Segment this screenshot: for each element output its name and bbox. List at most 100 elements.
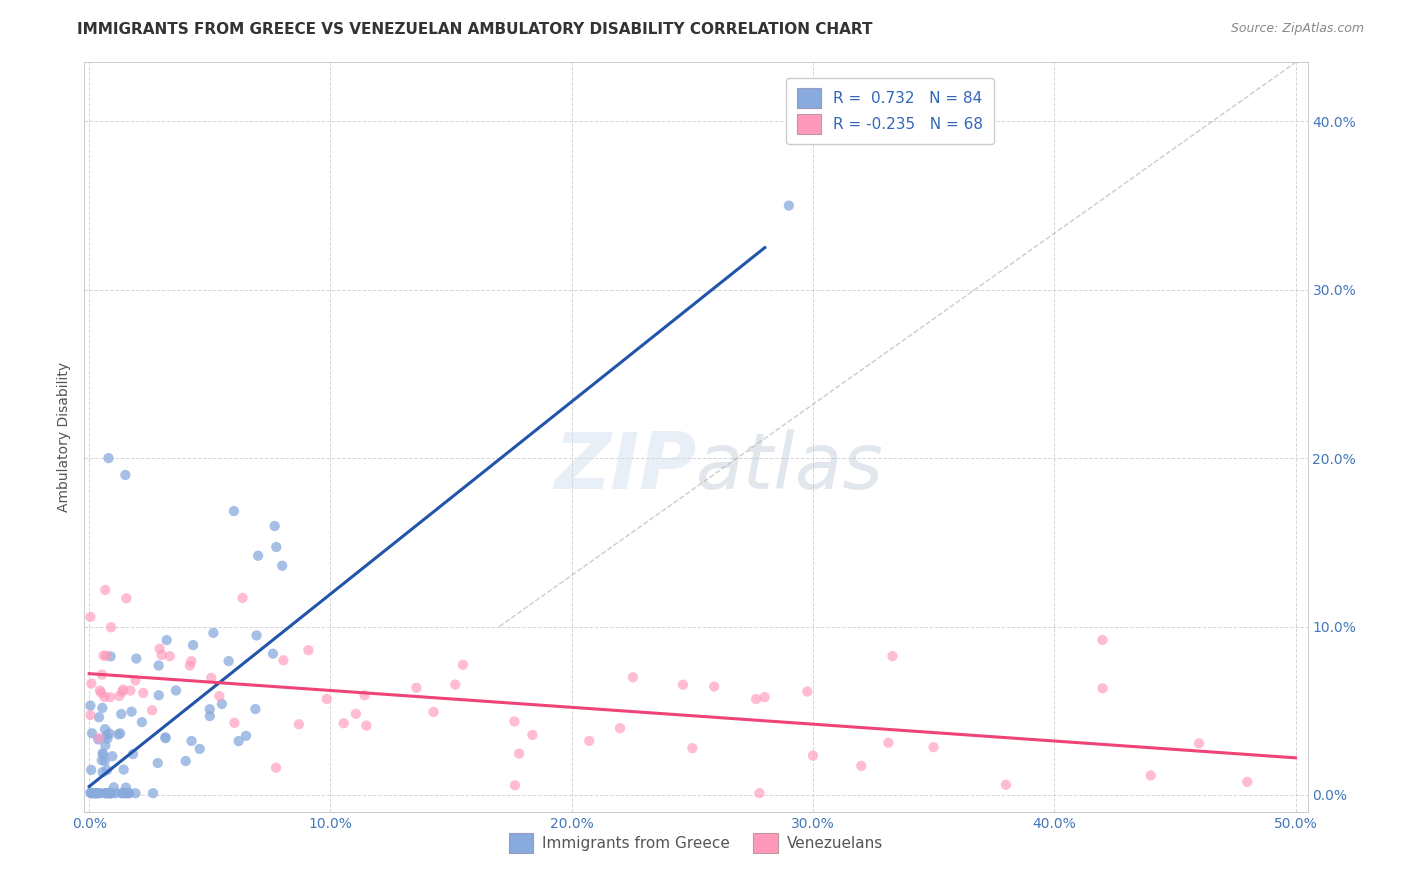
Point [165,683,187,698]
Point [156,633,179,648]
Point [90,753,112,767]
Point [131,715,153,730]
Point [200,671,222,685]
Point [111,786,134,800]
Point [801,748,824,763]
Point [208,689,231,703]
Point [80,763,103,777]
Point [79,785,101,799]
Point [110,706,132,721]
Point [104,786,127,800]
Point [86,786,108,800]
Point [995,778,1018,792]
Point [672,678,695,692]
Point [89,786,111,800]
Point [198,702,221,716]
Point [100,649,122,664]
Point [100,620,122,634]
Point [115,786,138,800]
Point [108,726,131,740]
Point [264,761,287,775]
Point [271,558,294,573]
Point [235,729,257,743]
Point [89,683,111,698]
Point [1236,775,1258,789]
Point [1188,736,1211,750]
Point [84,786,107,800]
Point [148,658,170,673]
Point [288,717,311,731]
Point [97,451,120,466]
Point [98,786,121,800]
Point [117,786,139,800]
Point [120,683,142,698]
Point [80,786,103,800]
Point [87,710,110,724]
Point [142,786,165,800]
Point [97,786,120,800]
Text: IMMIGRANTS FROM GREECE VS VENEZUELAN AMBULATORY DISABILITY CORRELATION CHART: IMMIGRANTS FROM GREECE VS VENEZUELAN AMB… [77,22,873,37]
Point [103,780,125,795]
Point [93,648,115,663]
Point [778,198,800,212]
Point [198,709,221,723]
Point [100,786,122,800]
Point [87,732,110,747]
Point [150,648,173,662]
Point [149,641,172,656]
Point [180,734,202,748]
Point [353,688,375,702]
Point [91,764,114,779]
Point [503,714,526,729]
Point [94,739,117,753]
Point [451,657,474,672]
Point [115,780,138,795]
Point [745,692,768,706]
Point [247,549,270,563]
Point [297,643,319,657]
Text: Source: ZipAtlas.com: Source: ZipAtlas.com [1230,22,1364,36]
Point [155,731,177,745]
Point [132,686,155,700]
Legend: Immigrants from Greece, Venezuelans: Immigrants from Greece, Venezuelans [501,825,891,860]
Point [703,680,725,694]
Point [115,591,138,606]
Point [112,682,135,697]
Point [266,540,288,554]
Point [94,648,117,663]
Point [114,467,136,482]
Point [96,786,118,800]
Point [578,734,600,748]
Point [344,706,367,721]
Point [155,731,177,745]
Point [754,690,776,705]
Point [96,763,118,777]
Point [91,667,114,681]
Point [422,705,444,719]
Point [681,741,703,756]
Point [181,638,204,652]
Point [80,786,103,800]
Point [96,731,118,746]
Point [609,721,631,735]
Point [159,649,181,664]
Point [1139,768,1161,782]
Point [80,726,103,740]
Point [124,673,146,688]
Point [141,703,163,717]
Point [224,715,246,730]
Point [111,685,134,699]
Point [180,654,202,668]
Point [405,681,427,695]
Point [621,670,644,684]
Point [118,786,141,800]
Point [79,610,101,624]
Point [263,519,285,533]
Y-axis label: Ambulatory Disability: Ambulatory Disability [58,362,72,512]
Point [101,749,124,764]
Point [273,653,295,667]
Point [332,716,354,731]
Point [91,747,114,762]
Point [188,742,211,756]
Point [222,504,245,518]
